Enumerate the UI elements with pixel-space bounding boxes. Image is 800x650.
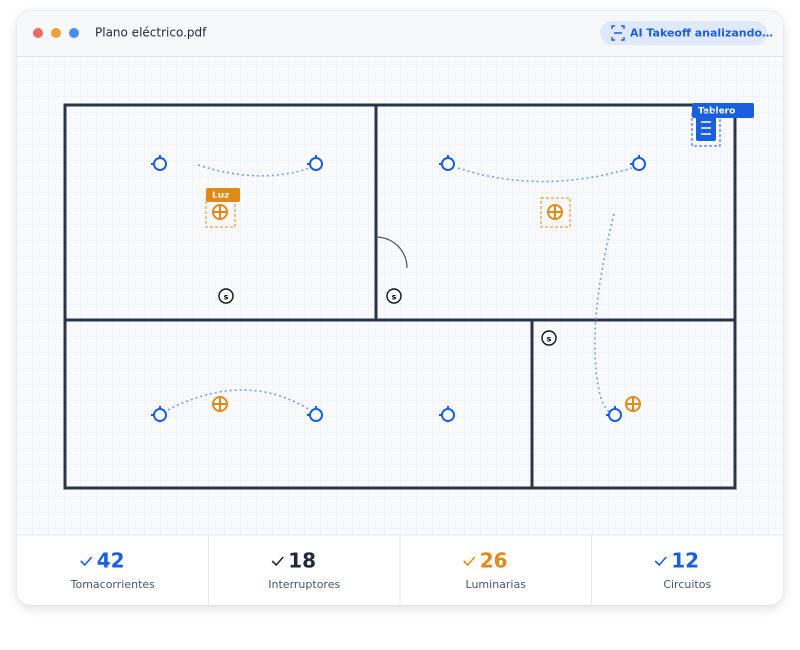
window-close[interactable] (33, 28, 43, 38)
wire (457, 167, 633, 183)
check-icon (80, 556, 93, 567)
file-name: Plano eléctrico.pdf (95, 26, 207, 40)
outlet-circle (441, 408, 455, 422)
outlet-circle (441, 157, 455, 171)
window-zoom[interactable] (69, 28, 79, 38)
panel-tag: Tablero (698, 107, 735, 117)
outlet (307, 155, 323, 171)
stat-value: 18 (288, 549, 316, 573)
stat-value: 26 (480, 549, 508, 573)
outlet-circle (608, 408, 622, 422)
check-icon (271, 556, 284, 567)
outlet (151, 406, 167, 422)
wire (197, 164, 311, 177)
outlet (439, 155, 455, 171)
outer-wall (63, 103, 737, 490)
floor-plan (63, 103, 737, 490)
switch-circle (541, 330, 557, 346)
door-swing (375, 236, 408, 269)
stat-value: 42 (97, 549, 125, 573)
light (625, 396, 641, 412)
scan-icon (611, 25, 625, 41)
panel-tag-bg (692, 103, 754, 118)
stat-label: Interruptores (268, 578, 340, 591)
wire (167, 389, 311, 411)
stat-value: 12 (671, 549, 699, 573)
status-button-bg (600, 21, 767, 45)
selection-box (205, 197, 236, 228)
stat-label: Luminarias (466, 578, 527, 591)
stats: 42 Tomacorrientes 18 Interruptores 26 Luminar… (70, 535, 711, 605)
stat-label: Circuitos (663, 578, 711, 591)
outlet (630, 155, 646, 171)
check-icon (463, 556, 476, 567)
selection-box (691, 111, 721, 147)
outlet (307, 406, 323, 422)
check-icon (654, 556, 667, 567)
window-minimize[interactable] (51, 28, 61, 38)
light (547, 204, 563, 220)
outlet-circle (632, 157, 646, 171)
switch: s (541, 330, 557, 346)
stat-label: Tomacorrientes (70, 578, 156, 591)
outlet-circle (153, 157, 167, 171)
selection-box (540, 197, 571, 228)
switch: s (218, 288, 234, 304)
outlet-circle (309, 408, 323, 422)
switch-circle (386, 288, 402, 304)
light (212, 204, 228, 220)
outlet (439, 406, 455, 422)
outlet-circle (153, 408, 167, 422)
light (212, 396, 228, 412)
switch-label: s (224, 293, 229, 302)
panel-icon (701, 121, 711, 135)
status-button[interactable]: AI Takeoff analizando… (600, 21, 773, 45)
switch-label: s (392, 293, 397, 302)
outlet (151, 155, 167, 171)
symbols: s s s (151, 155, 646, 422)
switch-circle (218, 288, 234, 304)
outlet (606, 406, 622, 422)
outlet-circle (309, 157, 323, 171)
switch-label: s (547, 335, 552, 344)
switch: s (386, 288, 402, 304)
status-text: AI Takeoff analizando… (630, 27, 773, 40)
light-tag: Luz (212, 191, 229, 201)
